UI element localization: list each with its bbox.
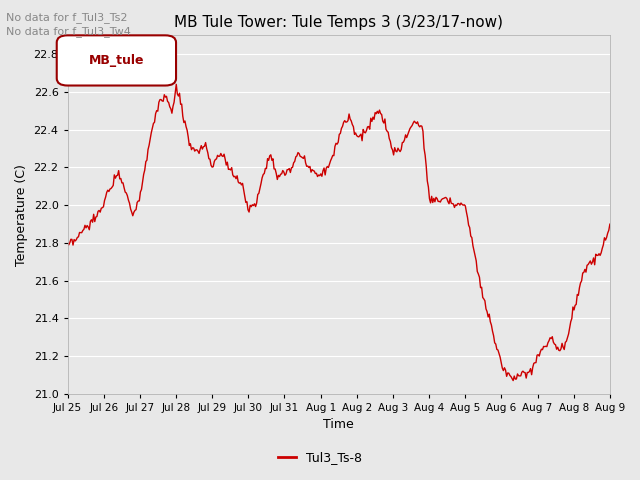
Text: MB_tule: MB_tule (88, 54, 144, 67)
Legend: Tul3_Ts-8: Tul3_Ts-8 (273, 446, 367, 469)
X-axis label: Time: Time (323, 419, 354, 432)
Text: No data for f_Tul3_Tw4: No data for f_Tul3_Tw4 (6, 26, 131, 37)
Text: No data for f_Tul3_Ts2: No data for f_Tul3_Ts2 (6, 12, 128, 23)
FancyBboxPatch shape (57, 36, 176, 85)
Title: MB Tule Tower: Tule Temps 3 (3/23/17-now): MB Tule Tower: Tule Temps 3 (3/23/17-now… (174, 15, 503, 30)
Y-axis label: Temperature (C): Temperature (C) (15, 164, 28, 265)
